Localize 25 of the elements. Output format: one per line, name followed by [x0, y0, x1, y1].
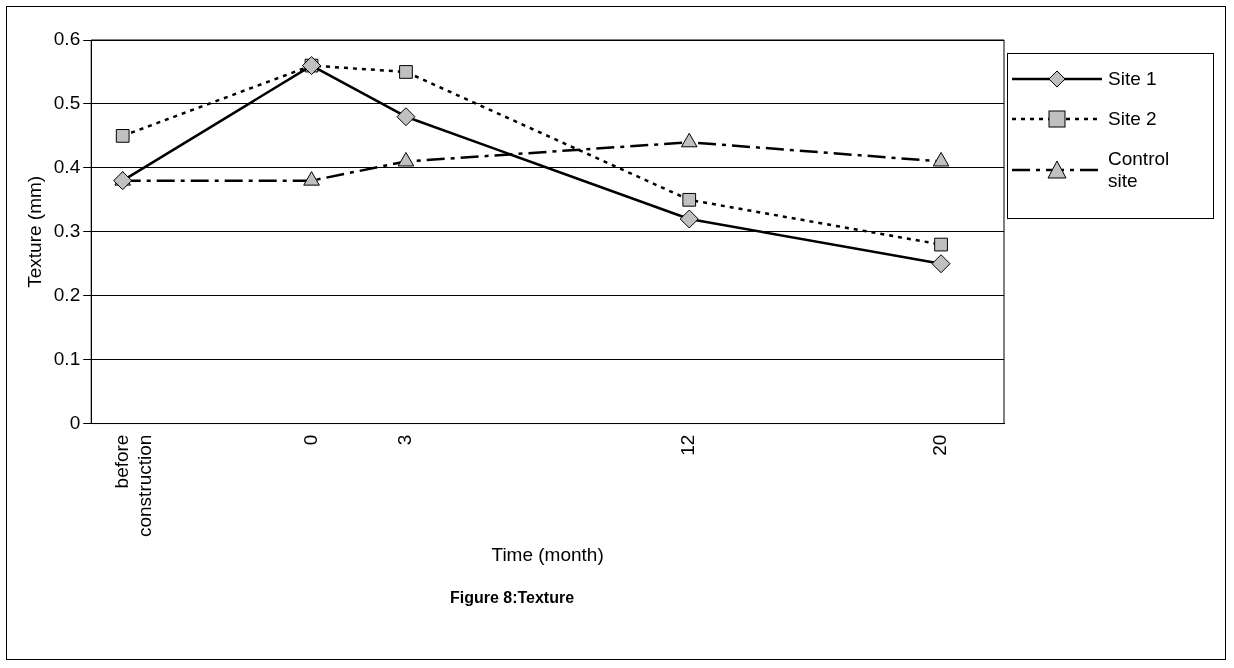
point [679, 209, 699, 229]
point [399, 65, 413, 79]
y-axis-title: Texture (mm) [23, 175, 45, 288]
point [934, 237, 948, 252]
legend-label: Site 1 [1108, 68, 1158, 90]
x-tick-label: 12 [677, 434, 699, 456]
y-tick-label: 0.2 [53, 283, 81, 305]
x-tick-label: 3 [394, 434, 416, 446]
point [396, 107, 416, 127]
text: Figure 8:Texture [449, 588, 575, 606]
point [931, 254, 951, 274]
point [682, 192, 697, 207]
x-axis-title: Time (month) [491, 543, 604, 565]
x-tick-label: before construction [110, 434, 155, 538]
y-tick-label: 0.1 [53, 347, 81, 369]
point [113, 171, 133, 191]
x-tick-label: 0 [299, 434, 321, 446]
y-tick-label: 0.3 [53, 220, 81, 242]
y-tick-label: 0.6 [53, 28, 81, 50]
x-tick-label: 20 [929, 434, 951, 456]
point [115, 129, 130, 143]
y-tick-label: 0.4 [53, 156, 81, 178]
legend-label: Site 2 [1108, 108, 1158, 130]
y-tick-label: 0.5 [53, 92, 81, 114]
legend-label: Control site [1108, 148, 1171, 192]
